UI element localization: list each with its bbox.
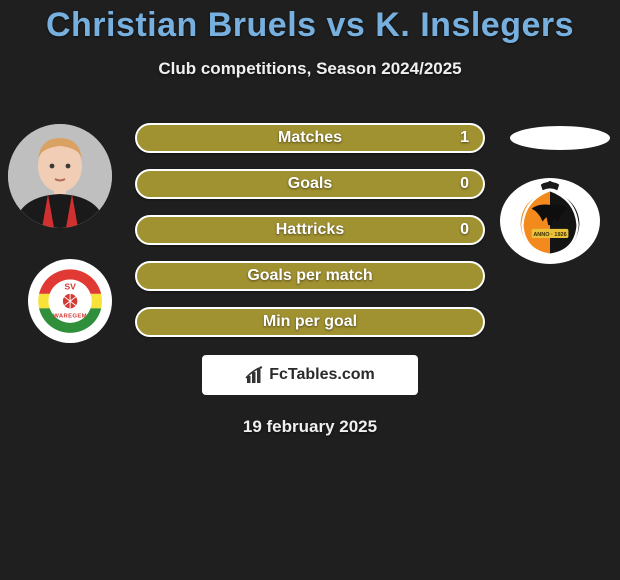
- svg-text:WAREGEM: WAREGEM: [53, 314, 87, 320]
- player-headshot-icon: [8, 124, 112, 228]
- club-right-logo-icon: ANNO · 1926: [504, 181, 596, 260]
- player-right-avatar-placeholder: [510, 126, 610, 150]
- stat-row-hattricks: Hattricks 0: [135, 215, 485, 245]
- date-label: 19 february 2025: [0, 417, 620, 437]
- club-left-logo-icon: SV WAREGEM: [34, 265, 106, 337]
- bar-chart-icon: [245, 364, 267, 386]
- page-title: Christian Bruels vs K. Inslegers: [0, 0, 620, 45]
- brand-box: FcTables.com: [202, 355, 418, 395]
- stat-row-goals-per-match: Goals per match: [135, 261, 485, 291]
- stat-row-matches: Matches 1: [135, 123, 485, 153]
- stat-label: Goals: [288, 175, 332, 193]
- season-subtitle: Club competitions, Season 2024/2025: [0, 59, 620, 79]
- stat-label: Matches: [278, 129, 342, 147]
- stat-label: Min per goal: [263, 313, 357, 331]
- club-right-badge: ANNO · 1926: [500, 178, 600, 264]
- stat-label: Goals per match: [247, 267, 372, 285]
- stat-row-min-per-goal: Min per goal: [135, 307, 485, 337]
- stat-value-right: 0: [460, 221, 469, 239]
- brand-label: FcTables.com: [269, 366, 375, 384]
- stat-value-right: 0: [460, 175, 469, 193]
- svg-text:SV: SV: [64, 281, 76, 291]
- player-left-avatar: [8, 124, 112, 228]
- stats-column: Matches 1 Goals 0 Hattricks 0 Goals per …: [135, 123, 485, 337]
- svg-text:ANNO · 1926: ANNO · 1926: [533, 233, 566, 239]
- stat-label: Hattricks: [276, 221, 344, 239]
- club-left-badge: SV WAREGEM: [28, 259, 112, 343]
- stat-row-goals: Goals 0: [135, 169, 485, 199]
- stat-value-right: 1: [460, 129, 469, 147]
